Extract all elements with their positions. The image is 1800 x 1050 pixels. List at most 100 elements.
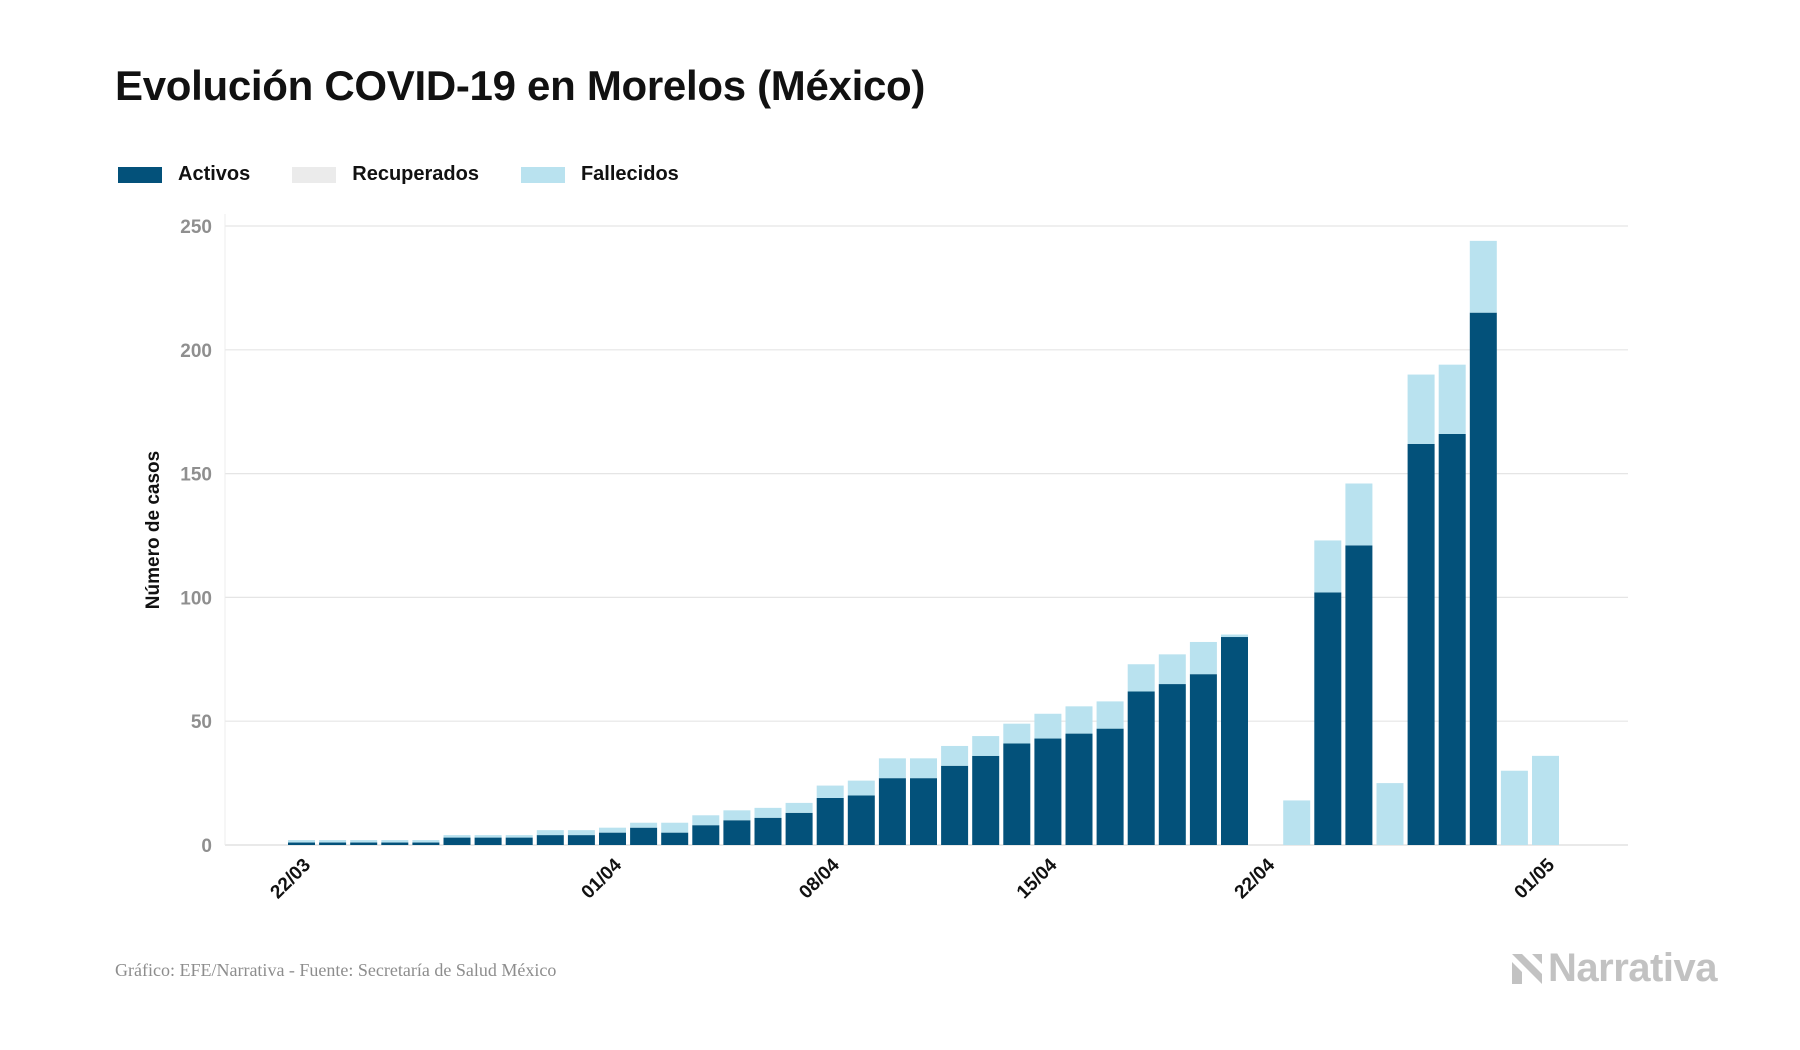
bar-fallecidos-20: [878, 758, 906, 779]
bar-fallecidos-5: [412, 840, 440, 843]
bar-activos-1: [288, 842, 315, 845]
bar-fallecidos-25: [1034, 713, 1062, 739]
bar-fallecidos-19: [847, 780, 875, 796]
x-tick-label: 08/04: [795, 854, 844, 903]
bar-activos-38: [1438, 433, 1466, 845]
bar-fallecidos-35: [1345, 483, 1373, 546]
bar-fallecidos-16: [754, 807, 782, 818]
bar-fallecidos-14: [692, 815, 720, 826]
bar-fallecidos-24: [1003, 723, 1031, 744]
y-tick-label: 150: [180, 465, 212, 486]
bar-fallecidos-40: [1500, 770, 1528, 845]
bar-fallecidos-2: [319, 840, 347, 843]
legend-swatch-recuperados: [292, 166, 337, 183]
bar-fallecidos-8: [505, 835, 533, 838]
bar-fallecidos-22: [941, 745, 969, 766]
legend-item-recuperados: Recuperados: [292, 163, 479, 186]
bar-activos-25: [1034, 738, 1062, 845]
bar-activos-35: [1345, 545, 1373, 845]
legend: Activos Recuperados Fallecidos: [118, 163, 679, 186]
bar-fallecidos-34: [1314, 540, 1342, 593]
bar-fallecidos-31: [1221, 634, 1248, 638]
bar-activos-3: [350, 842, 378, 845]
bar-activos-20: [878, 778, 906, 845]
bar-fallecidos-28: [1127, 664, 1155, 692]
bar-fallecidos-15: [723, 810, 751, 821]
bar-fallecidos-33: [1283, 800, 1311, 845]
source-note: Gráfico: EFE/Narrativa - Fuente: Secreta…: [115, 960, 557, 980]
bar-fallecidos-4: [381, 840, 409, 843]
y-tick-label: 50: [191, 712, 212, 733]
legend-label-fallecidos: Fallecidos: [580, 163, 679, 185]
bar-activos-22: [941, 765, 969, 845]
bar-activos-27: [1096, 728, 1124, 845]
bar-fallecidos-11: [599, 827, 626, 833]
x-axis-ticks: 22/03 01/04 08/04 15/04 22/04 01/05: [267, 854, 1560, 903]
bar-fallecidos-37: [1407, 374, 1435, 444]
bar-fallecidos-7: [474, 835, 502, 838]
x-tick-label: 01/05: [1511, 854, 1560, 903]
brand-logo: Narrativa: [1510, 946, 1717, 991]
bar-fallecidos-6: [443, 835, 471, 838]
bar-fallecidos-38: [1438, 364, 1466, 434]
bar-activos-28: [1127, 691, 1155, 845]
legend-item-fallecidos: Fallecidos: [520, 163, 679, 186]
legend-swatch-fallecidos: [520, 166, 565, 183]
bar-activos-37: [1407, 443, 1435, 845]
bar-activos-23: [972, 755, 1000, 845]
bar-activos-15: [723, 820, 751, 845]
bar-fallecidos-29: [1158, 654, 1186, 685]
bar-fallecidos-21: [910, 758, 937, 779]
legend-label-activos: Activos: [178, 163, 251, 185]
bar-activos-6: [443, 837, 471, 845]
bar-fallecidos-9: [536, 830, 564, 836]
bar-fallecidos-30: [1189, 641, 1217, 675]
x-tick-label: 22/03: [267, 855, 315, 903]
bar-activos-34: [1314, 592, 1342, 845]
bar-fallecidos-26: [1065, 706, 1093, 734]
bar-activos-13: [661, 832, 689, 845]
bar-activos-8: [505, 837, 533, 845]
bar-activos-10: [567, 835, 595, 845]
bar-activos-30: [1189, 674, 1217, 845]
bar-activos-24: [1003, 743, 1031, 845]
legend-label-recuperados: Recuperados: [352, 163, 479, 185]
bar-fallecidos-18: [816, 785, 844, 798]
x-tick-label: 22/04: [1231, 854, 1280, 903]
bar-activos-11: [599, 832, 626, 845]
bar-activos-7: [474, 837, 502, 845]
bar-fallecidos-27: [1096, 701, 1124, 729]
y-axis-label: Número de casos: [143, 451, 164, 609]
y-tick-label: 0: [201, 836, 212, 857]
bar-activos-17: [785, 812, 813, 845]
brand-mark-icon: [1512, 953, 1542, 984]
bar-activos-2: [319, 842, 347, 845]
x-tick-label: 01/04: [578, 854, 627, 903]
bar-activos-39: [1469, 312, 1497, 845]
bar-activos-26: [1065, 733, 1093, 845]
y-axis-ticks: 0 50 100 150 200 250: [180, 217, 212, 857]
bar-activos-29: [1158, 684, 1186, 845]
bar-activos-18: [816, 797, 844, 845]
bars: [288, 240, 1559, 845]
y-tick-label: 100: [180, 588, 212, 609]
y-tick-label: 200: [180, 341, 212, 362]
bar-activos-16: [754, 817, 782, 845]
bar-activos-5: [412, 842, 440, 845]
y-tick-label: 250: [180, 217, 212, 238]
legend-item-activos: Activos: [118, 163, 250, 186]
bar-activos-14: [692, 825, 720, 845]
bar-fallecidos-3: [350, 840, 378, 843]
bar-fallecidos-17: [785, 802, 813, 813]
bar-fallecidos-36: [1376, 783, 1404, 845]
legend-swatch-activos: [118, 166, 162, 183]
bar-fallecidos-39: [1469, 240, 1497, 313]
bar-fallecidos-1: [288, 840, 315, 843]
bar-activos-4: [381, 842, 409, 845]
bar-activos-31: [1221, 637, 1248, 845]
bar-fallecidos-12: [630, 822, 658, 828]
bar-fallecidos-13: [661, 822, 689, 833]
bar-fallecidos-10: [567, 830, 595, 836]
bar-fallecidos-41: [1532, 755, 1559, 845]
